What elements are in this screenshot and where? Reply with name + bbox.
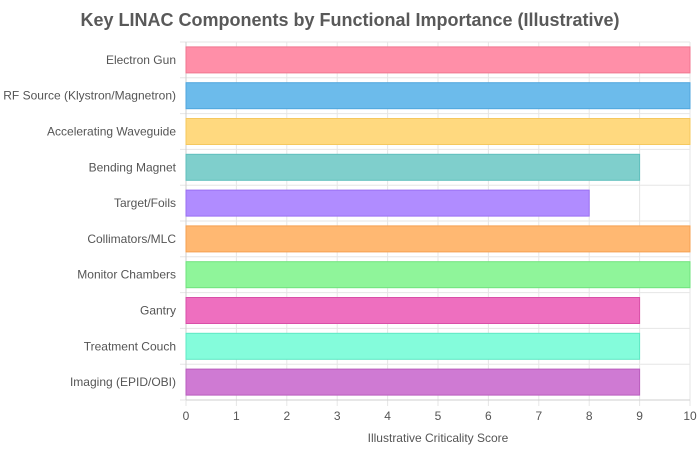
y-category-label: Imaging (EPID/OBI)	[70, 375, 176, 389]
y-category-label: Gantry	[140, 304, 176, 318]
y-category-label: Target/Foils	[114, 196, 176, 210]
y-axis-labels: Electron Gun RF Source (Klystron/Magnetro…	[3, 53, 176, 389]
bars	[185, 46, 691, 396]
chart-title: Key LINAC Components by Functional Impor…	[80, 10, 619, 30]
x-axis-title: Illustrative Criticality Score	[368, 431, 509, 445]
x-tick-label: 2	[283, 409, 290, 423]
x-tick-label: 6	[485, 409, 492, 423]
bar	[185, 225, 691, 253]
y-category-label: Monitor Chambers	[77, 268, 176, 282]
bar	[185, 153, 641, 181]
x-tick-label: 5	[435, 409, 442, 423]
y-category-label: Electron Gun	[106, 53, 176, 67]
x-tick-label: 7	[535, 409, 542, 423]
bar	[185, 118, 691, 145]
bar	[185, 297, 641, 324]
y-category-label: Accelerating Waveguide	[47, 125, 176, 139]
bar	[185, 332, 641, 360]
bar	[185, 189, 590, 217]
x-tick-label: 1	[233, 409, 240, 423]
bar	[185, 261, 691, 289]
x-tick-label: 10	[683, 409, 697, 423]
x-tick-label: 9	[636, 409, 643, 423]
y-category-label: Collimators/MLC	[87, 232, 176, 246]
x-tick-label: 4	[384, 409, 391, 423]
x-tick-label: 0	[183, 409, 190, 423]
y-category-label: Treatment Couch	[84, 339, 176, 353]
bar	[185, 368, 641, 396]
x-axis-ticks: 0 1 2 3 4 5 6 7 8 9 10	[183, 409, 697, 423]
y-category-label: RF Source (Klystron/Magnetron)	[3, 89, 176, 103]
bar	[185, 82, 691, 110]
x-tick-label: 3	[334, 409, 341, 423]
y-category-label: Bending Magnet	[89, 160, 177, 174]
bar	[185, 46, 691, 74]
x-tick-label: 8	[586, 409, 593, 423]
